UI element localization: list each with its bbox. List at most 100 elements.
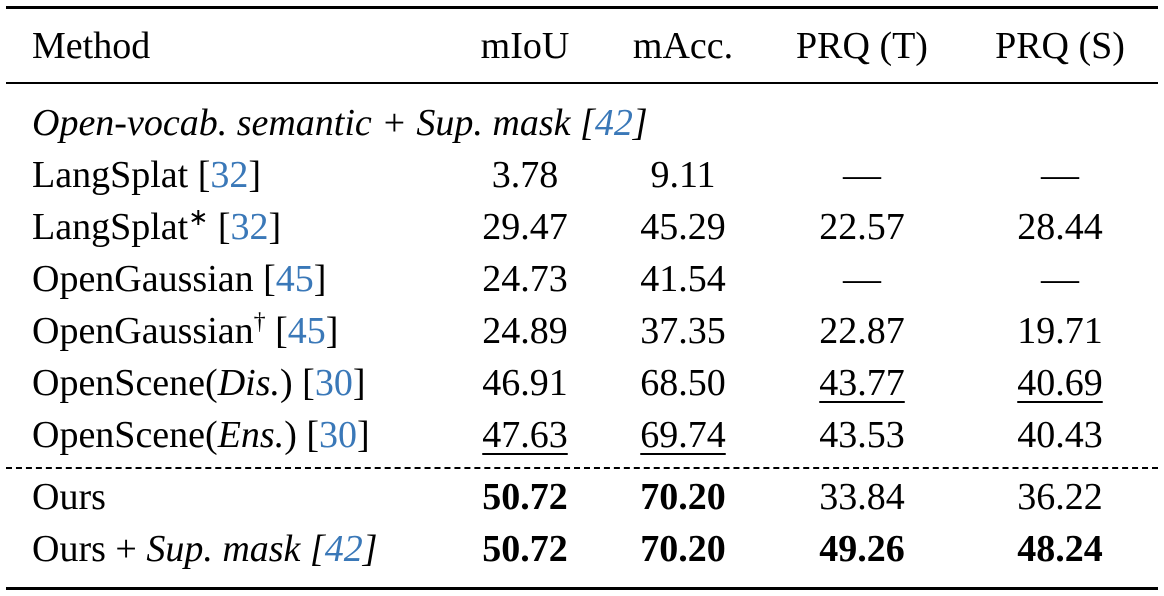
citation: 30: [314, 362, 353, 404]
text-segment: OpenScene(: [32, 414, 218, 456]
value: 9.11: [650, 154, 716, 196]
value: 36.22: [1017, 476, 1103, 518]
value: 33.84: [819, 476, 905, 518]
value-cell: 50.72: [482, 524, 568, 574]
value-cell: 50.72: [482, 472, 568, 522]
value: 24.89: [482, 310, 568, 352]
text-segment: Open-vocab. semantic + Sup. mask [: [32, 102, 595, 144]
value-cell: 43.53: [819, 410, 905, 460]
value: 46.91: [482, 362, 568, 404]
value: 19.71: [1017, 310, 1103, 352]
value-cell: 70.20: [640, 472, 726, 522]
text-segment: [: [208, 206, 231, 248]
text-segment: ]: [313, 258, 327, 300]
text-segment: ∗: [188, 205, 209, 231]
value: 28.44: [1017, 206, 1103, 248]
text-segment: [: [265, 310, 288, 352]
method-cell: Ours + Sup. mask [42]: [32, 524, 378, 574]
citation: 45: [275, 258, 314, 300]
method-cell: Ours: [32, 472, 106, 522]
value-cell: 22.57: [819, 202, 905, 252]
value: 24.73: [482, 258, 568, 300]
citation: 42: [594, 102, 633, 144]
value: 22.57: [819, 206, 905, 248]
table-row: Ours 50.72 70.20 33.84 36.22: [0, 472, 1164, 522]
value-cell: 45.29: [640, 202, 726, 252]
value: 70.20: [640, 528, 726, 570]
value: 43.77: [819, 362, 905, 404]
table-row: OpenGaussian† [45] 24.89 37.35 22.87 19.71: [0, 306, 1164, 356]
value: 48.24: [1017, 528, 1103, 570]
bottom-rule: [6, 587, 1158, 590]
value: 29.47: [482, 206, 568, 248]
text-segment: ]: [357, 414, 370, 456]
column-header: mAcc.: [632, 25, 734, 67]
value-cell: 36.22: [1017, 472, 1103, 522]
value-cell: —: [843, 150, 881, 200]
method-cell: OpenScene(Dis.) [30]: [32, 358, 365, 408]
value-cell: 19.71: [1017, 306, 1103, 356]
value-cell: 40.69: [1017, 358, 1103, 408]
text-segment: Ours +: [32, 528, 147, 570]
text-segment: ]: [268, 206, 282, 248]
value-cell: 43.77: [819, 358, 905, 408]
value: —: [843, 258, 881, 300]
method-cell: OpenGaussian [45]: [32, 254, 326, 304]
value-cell: —: [843, 254, 881, 304]
column-header: PRQ (S): [995, 25, 1125, 67]
group-label-row: Open-vocab. semantic + Sup. mask [42]: [0, 98, 1164, 148]
value: 49.26: [819, 528, 905, 570]
method-cell: LangSplat∗ [32]: [32, 202, 281, 252]
text-segment: ) [: [284, 414, 320, 456]
text-segment: LangSplat: [32, 206, 189, 248]
text-segment: Sup. mask [: [146, 528, 325, 570]
value-cell: —: [1041, 150, 1079, 200]
value: 70.20: [640, 476, 726, 518]
text-segment: ) [: [280, 362, 315, 404]
value: —: [843, 154, 881, 196]
table-row: LangSplat [32] 3.78 9.11 — —: [0, 150, 1164, 200]
value-cell: 47.63: [482, 410, 568, 460]
top-rule: [6, 6, 1158, 9]
value-cell: 46.91: [482, 358, 568, 408]
text-segment: ]: [352, 362, 366, 404]
column-header: PRQ (T): [796, 25, 928, 67]
value-cell: 70.20: [640, 524, 726, 574]
text-segment: LangSplat [: [32, 154, 211, 196]
value-cell: 28.44: [1017, 202, 1103, 252]
value-cell: —: [1041, 254, 1079, 304]
value-cell: 29.47: [482, 202, 568, 252]
method-cell: OpenGaussian† [45]: [32, 306, 338, 356]
value-cell: 37.35: [640, 306, 726, 356]
group-separator: [6, 467, 1158, 469]
value-cell: 9.11: [650, 150, 715, 200]
text-segment: Ens.: [217, 414, 285, 456]
text-segment: OpenGaussian [: [32, 258, 276, 300]
citation: 32: [230, 206, 269, 248]
value-cell: 41.54: [640, 254, 726, 304]
text-segment: †: [253, 309, 266, 335]
text-segment: Dis.: [217, 362, 280, 404]
value-cell: 68.50: [640, 358, 726, 408]
value: 69.74: [640, 414, 726, 456]
value: 45.29: [640, 206, 726, 248]
text-segment: ]: [362, 528, 378, 570]
citation: 45: [287, 310, 326, 352]
table-row: OpenScene(Dis.) [30] 46.91 68.50 43.77 40.69: [0, 358, 1164, 408]
value: 68.50: [640, 362, 726, 404]
header-row: Method mIoU mAcc. PRQ (T) PRQ (S): [0, 21, 1164, 71]
citation: 30: [319, 414, 358, 456]
text-segment: OpenGaussian: [32, 310, 254, 352]
value: 40.69: [1017, 362, 1103, 404]
value: 37.35: [640, 310, 726, 352]
text-segment: ]: [325, 310, 339, 352]
value: 41.54: [640, 258, 726, 300]
text-segment: OpenScene(: [32, 362, 218, 404]
value: 43.53: [819, 414, 905, 456]
value: 3.78: [491, 154, 559, 196]
citation: 42: [324, 528, 363, 570]
value-cell: 40.43: [1017, 410, 1103, 460]
value-cell: 48.24: [1017, 524, 1103, 574]
value: 50.72: [482, 528, 568, 570]
